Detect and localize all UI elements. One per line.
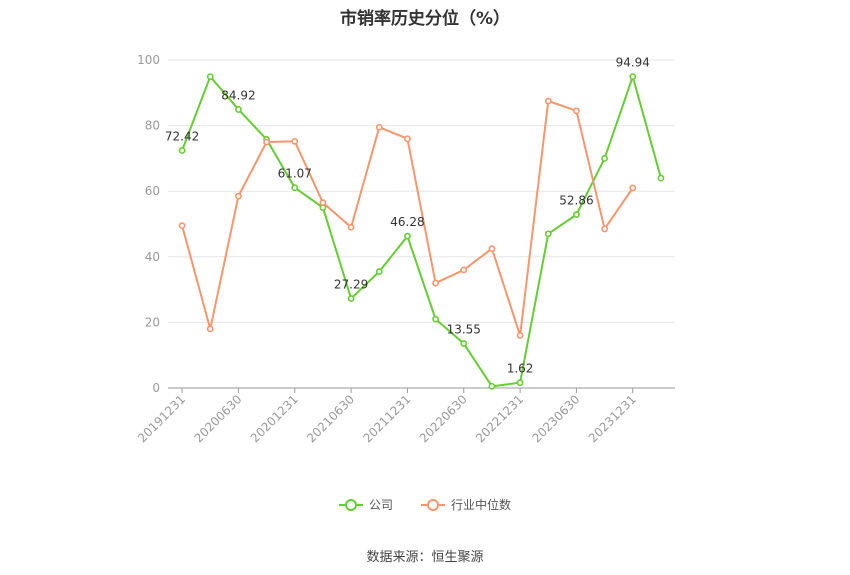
legend-item-company[interactable]: 公司 xyxy=(338,496,393,513)
data-label: 46.28 xyxy=(390,215,424,229)
data-label: 84.92 xyxy=(221,88,255,102)
data-point-industry xyxy=(629,184,637,192)
data-point-industry xyxy=(601,225,608,233)
source-note: 数据来源：恒生聚源 xyxy=(366,550,484,565)
data-label: 13.55 xyxy=(447,323,481,337)
data-point-industry xyxy=(291,137,299,145)
data-label: 94.94 xyxy=(616,56,650,70)
legend-industry-swatch xyxy=(421,498,445,512)
x-tick-label: 20201231 xyxy=(248,392,301,445)
y-tick-label: 20 xyxy=(145,315,160,329)
data-point-company xyxy=(573,211,580,219)
data-point-industry xyxy=(263,138,270,146)
data-point-company xyxy=(347,295,355,302)
x-tick-label: 20221231 xyxy=(473,392,526,445)
data-point-industry xyxy=(347,223,355,231)
data-label: 1.62 xyxy=(507,362,534,376)
data-point-company xyxy=(657,174,665,182)
grid-lines xyxy=(168,59,675,323)
x-tick-label: 20220630 xyxy=(417,392,470,445)
data-point-company xyxy=(629,73,637,80)
data-point-industry xyxy=(178,222,186,230)
data-point-company xyxy=(375,268,383,275)
data-point-company xyxy=(544,230,552,238)
data-point-industry xyxy=(460,266,468,274)
x-tick-label: 20231231 xyxy=(586,392,639,445)
data-label: 52.86 xyxy=(559,194,593,208)
data-point-industry xyxy=(432,279,439,287)
legend: 公司 行业中位数 xyxy=(0,496,850,513)
data-point-company xyxy=(291,184,299,192)
y-tick-label: 40 xyxy=(145,250,160,264)
legend-industry-label: 行业中位数 xyxy=(451,498,512,512)
x-tick-label: 20210630 xyxy=(304,392,357,445)
data-point-industry xyxy=(235,192,242,200)
data-label: 61.07 xyxy=(278,167,312,181)
chart-title: 市销率历史分位（%） xyxy=(339,9,511,29)
y-tick-label: 0 xyxy=(152,381,160,395)
data-point-company xyxy=(404,232,411,240)
data-labels: 72.42 84.92 61.07 27.29 46.28 13.55 1.62 52.86 9… xyxy=(165,56,650,376)
data-point-industry xyxy=(488,245,496,252)
x-tick-label: 20230630 xyxy=(529,392,582,445)
data-label: 27.29 xyxy=(334,277,368,291)
data-point-industry xyxy=(404,135,411,143)
data-point-company xyxy=(601,154,608,162)
x-tick-label: 20191231 xyxy=(135,392,188,445)
data-point-industry xyxy=(319,199,327,207)
data-point-industry xyxy=(544,97,552,105)
x-tick-label: 20211231 xyxy=(360,392,413,445)
data-point-company xyxy=(432,315,439,323)
y-tick-label: 60 xyxy=(145,184,160,198)
data-point-industry xyxy=(573,107,580,115)
x-axis: 20191231 20200630 20201231 20210630 20211231… xyxy=(135,387,675,445)
x-tick-label: 20200630 xyxy=(191,392,244,445)
data-point-company xyxy=(488,382,496,390)
legend-company-swatch xyxy=(338,498,363,512)
series-line-company xyxy=(181,75,662,388)
data-point-company xyxy=(460,340,468,347)
data-point-industry xyxy=(516,332,524,339)
legend-company-label: 公司 xyxy=(368,498,393,512)
data-point-company xyxy=(235,106,242,113)
data-point-industry xyxy=(206,325,214,333)
data-point-industry xyxy=(375,123,383,131)
y-tick-label: 100 xyxy=(137,53,160,67)
series-layer xyxy=(178,73,665,390)
data-point-company xyxy=(178,147,186,154)
legend-item-industry[interactable]: 行业中位数 xyxy=(421,496,511,513)
data-point-company xyxy=(206,73,214,80)
y-tick-label: 80 xyxy=(145,119,160,133)
y-axis-tick-labels: 0 20 40 60 80 100 xyxy=(137,53,160,395)
data-label: 72.42 xyxy=(165,129,199,143)
data-point-company xyxy=(516,379,524,387)
